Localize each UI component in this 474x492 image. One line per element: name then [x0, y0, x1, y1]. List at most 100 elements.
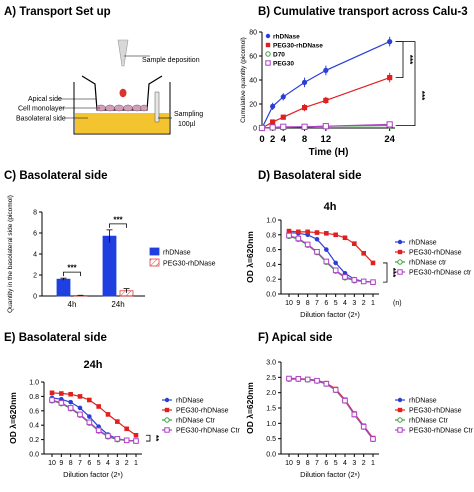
data-point	[387, 39, 393, 45]
y-axis-label: Quantity in the basolateral side (picomo…	[7, 195, 14, 313]
significance-label: ***	[67, 264, 77, 273]
panel-f-title: F) Apical side	[258, 332, 333, 344]
y-tick-label: 80	[249, 30, 257, 37]
y-tick-label: 40	[249, 78, 257, 85]
data-point	[270, 119, 276, 125]
x-tick-label: 7	[315, 460, 319, 467]
x-tick-label: 2	[362, 300, 366, 307]
legend-label: D70	[273, 52, 285, 59]
data-point	[342, 397, 348, 404]
legend-marker	[265, 51, 271, 57]
legend-label: rhDNase	[163, 250, 191, 257]
sampling-volume-label: 100µl	[178, 121, 196, 128]
legend-entry: D70	[265, 51, 285, 59]
panel-e-title: E) Basolateral side	[4, 332, 107, 344]
data-point	[68, 399, 73, 405]
x-tick-label: 2	[125, 460, 129, 467]
data-point	[323, 380, 330, 387]
legend-entry: PEG30-rhDNase	[162, 408, 229, 415]
legend-label: rhDNase	[176, 398, 204, 405]
x-axis-label: Dilution factor (2ⁿ)	[300, 470, 360, 479]
x-tick-label: 6	[324, 300, 328, 307]
y-tick-label: 20	[249, 102, 257, 109]
x-tick-label: 10	[285, 460, 293, 467]
data-point	[360, 278, 367, 285]
x-tick-label: 0	[259, 134, 264, 145]
legend-marker	[397, 407, 403, 413]
y-tick-label: 0.0	[266, 292, 276, 299]
x-tick-label: 5	[334, 460, 338, 467]
x-tick-label: 4	[281, 134, 287, 145]
legend-marker	[164, 397, 170, 403]
x-tick-label: 4	[106, 460, 110, 467]
legend-label: rhDNase Ctr	[176, 418, 216, 425]
y-tick-label: 2	[33, 273, 37, 280]
data-point	[324, 231, 329, 236]
data-point	[133, 438, 139, 444]
legend-label: PEG30-rhDNase ctr	[409, 270, 472, 277]
data-point	[96, 404, 101, 409]
data-point	[301, 105, 308, 111]
y-axis-label: Cumulative quantity (picomol)	[240, 37, 247, 123]
legend-entry: PEG30	[265, 60, 294, 68]
data-point	[58, 400, 65, 406]
data-point	[301, 79, 308, 85]
series-line	[289, 378, 374, 440]
data-point	[314, 230, 320, 235]
x-tick-label: 10	[48, 460, 56, 467]
y-tick-label: 0.6	[29, 408, 39, 415]
significance-bracket	[146, 434, 151, 442]
y-tick-label: 0.0	[29, 452, 39, 459]
legend-entry: rhDNase Ctr	[395, 417, 449, 425]
sampling-port-icon	[154, 91, 160, 123]
significance-label: ***	[388, 268, 397, 278]
series-rhdnase-ctr	[286, 233, 376, 285]
data-point	[286, 228, 292, 234]
y-tick-label: 0.5	[266, 436, 276, 443]
x-axis-label: Time (H)	[309, 147, 349, 158]
transwell-schematic: Sample deposition Apical side Cell monol…	[16, 39, 203, 135]
data-point	[87, 397, 92, 403]
panel-c-title: C) Basolateral side	[4, 170, 108, 182]
apical-side-label: Apical side	[28, 96, 62, 103]
legend-entry: PEG30-rhDNase Ctr	[162, 427, 240, 435]
data-point	[314, 236, 320, 242]
x-tick-label: 24	[384, 134, 395, 145]
legend-entry: rhDNase	[395, 240, 437, 247]
y-tick-label: 0.2	[29, 437, 39, 444]
data-point	[314, 249, 320, 255]
legend-label: PEG30-rhDNase	[176, 408, 229, 415]
sample-drop-icon	[119, 88, 127, 98]
legend-marker	[397, 249, 403, 255]
series-line	[288, 234, 374, 283]
y-tick-label: 3.0	[266, 360, 276, 367]
legend-entry: rhDNase	[162, 398, 204, 405]
data-point	[95, 427, 102, 434]
series-line	[51, 392, 137, 436]
y-axis-label: OD λ=620nm	[245, 382, 255, 434]
series-peg30-rhdnase	[49, 390, 139, 438]
data-point	[301, 123, 308, 130]
legend-marker	[265, 33, 271, 39]
legend-marker	[397, 417, 403, 423]
y-tick-label: 8	[33, 210, 37, 217]
data-point	[77, 411, 83, 418]
series-line	[288, 377, 374, 440]
series-line	[288, 230, 374, 264]
significance-bracket	[395, 41, 404, 78]
y-tick-label: 0.2	[266, 277, 276, 284]
data-point	[386, 121, 393, 128]
significance-bracket	[383, 262, 388, 283]
data-point	[280, 114, 286, 120]
legend-marker	[397, 397, 403, 403]
legend-entry: rhDNase ctr	[395, 259, 447, 267]
x-tick-label: 7	[315, 300, 319, 307]
significance-bracket	[109, 223, 127, 228]
legend-label: rhDNase	[409, 240, 437, 247]
legend-label: rhDNase Ctr	[409, 418, 449, 425]
data-point	[351, 277, 358, 283]
x-tick-label: 1	[134, 460, 138, 467]
data-point	[332, 267, 339, 274]
y-tick-label: 2.5	[266, 375, 276, 382]
cell-monolayer-icon	[96, 104, 148, 112]
